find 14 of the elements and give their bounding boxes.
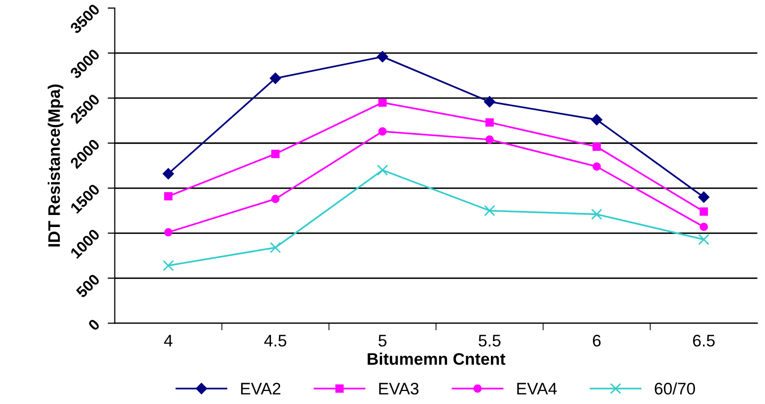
- x-tick-label: 5: [378, 334, 386, 347]
- y-axis-title: IDT Resistance(Mpa): [48, 84, 64, 246]
- legend-label: 60/70: [654, 382, 696, 395]
- x-tick-label: 6.5: [693, 334, 715, 347]
- x-tick-label: 4: [164, 334, 172, 346]
- legend-label: EVA2: [241, 382, 280, 394]
- x-tick-label: 6: [592, 334, 601, 347]
- legend-label: EVA3: [379, 382, 418, 395]
- x-tick-label: 5.5: [478, 334, 500, 347]
- x-tick-label: 4.5: [264, 334, 286, 347]
- y-tick-label: 500: [75, 273, 100, 298]
- y-tick-label: 0: [88, 318, 100, 332]
- legend-label: EVA4: [517, 382, 557, 394]
- x-axis-title: Bitumemn Cntent: [368, 352, 506, 365]
